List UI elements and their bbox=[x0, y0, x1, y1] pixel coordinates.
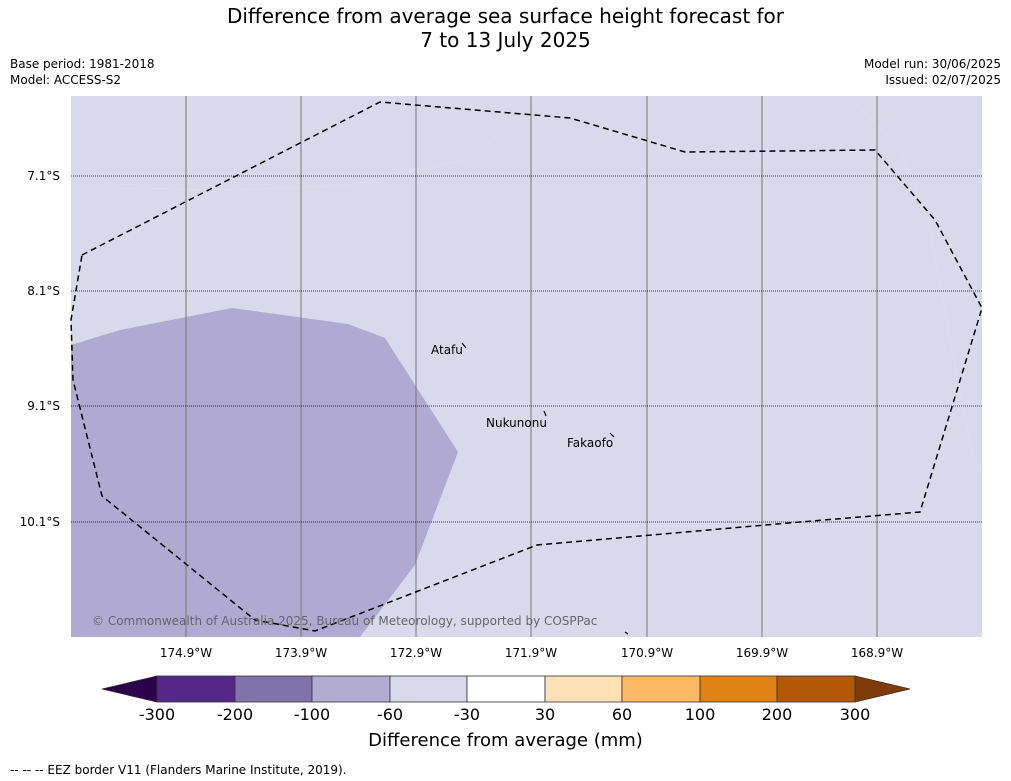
colorbar-high-arrow bbox=[854, 675, 911, 703]
lon-label-6: 169.9°W bbox=[735, 646, 789, 660]
place-atafu: Atafu bbox=[431, 343, 463, 357]
colorbar-tick-7: 60 bbox=[611, 705, 633, 724]
colorbar-bin-4 bbox=[389, 675, 468, 703]
colorbar-tick-3: -100 bbox=[293, 705, 331, 724]
colorbar-bin-2 bbox=[234, 675, 313, 703]
lat-label-1: 7.1°S bbox=[27, 169, 60, 183]
colorbar-bin-3 bbox=[311, 675, 391, 703]
lon-label-5: 170.9°W bbox=[620, 646, 674, 660]
map-title-line1: Difference from average sea surface heig… bbox=[226, 4, 785, 28]
colorbar-bin-1 bbox=[156, 675, 236, 703]
lon-label-4: 171.9°W bbox=[504, 646, 558, 660]
island-marks bbox=[461, 342, 629, 635]
meta-left: Base period: 1981-2018 Model: ACCESS-S2 bbox=[10, 56, 155, 88]
meta-right: Model run: 30/06/2025 Issued: 02/07/2025 bbox=[864, 56, 1001, 88]
lat-label-3: 9.1°S bbox=[27, 399, 60, 413]
anomaly-fill bbox=[71, 96, 982, 637]
eez-legend-footer: -- -- -- EEZ border V11 (Flanders Marine… bbox=[10, 763, 347, 777]
lat-label-2: 8.1°S bbox=[27, 284, 60, 298]
base-period: Base period: 1981-2018 bbox=[10, 57, 155, 71]
colorbar-tick-10: 300 bbox=[839, 705, 871, 724]
map-title-line2: 7 to 13 July 2025 bbox=[420, 28, 591, 52]
colorbar bbox=[101, 675, 911, 703]
colorbar-tick-4: -60 bbox=[376, 705, 404, 724]
colorbar-bin-8 bbox=[699, 675, 778, 703]
lat-label-4: 10.1°S bbox=[19, 515, 60, 529]
copyright-notice: © Commonwealth of Australia 2025, Bureau… bbox=[92, 614, 598, 628]
anomaly-light-region bbox=[71, 96, 982, 637]
eez-border bbox=[70, 101, 983, 632]
lon-label-3: 172.9°W bbox=[389, 646, 443, 660]
colorbar-bin-9 bbox=[776, 675, 856, 703]
map-title: Difference from average sea surface heig… bbox=[0, 4, 1011, 52]
issued-date: Issued: 02/07/2025 bbox=[885, 73, 1001, 87]
anomaly-medium-region bbox=[71, 308, 458, 637]
model-name: Model: ACCESS-S2 bbox=[10, 73, 122, 87]
colorbar-tick-8: 100 bbox=[684, 705, 716, 724]
place-nukunonu: Nukunonu bbox=[486, 416, 547, 430]
colorbar-bin-5 bbox=[466, 675, 546, 703]
lon-label-7: 168.9°W bbox=[850, 646, 904, 660]
lon-label-1: 174.9°W bbox=[159, 646, 213, 660]
colorbar-tick-2: -200 bbox=[216, 705, 254, 724]
colorbar-tick-9: 200 bbox=[761, 705, 793, 724]
model-run: Model run: 30/06/2025 bbox=[863, 57, 1001, 71]
colorbar-low-arrow bbox=[101, 675, 158, 703]
colorbar-title: Difference from average (mm) bbox=[368, 730, 643, 751]
place-fakaofo: Fakaofo bbox=[567, 436, 614, 450]
colorbar-bin-7 bbox=[621, 675, 701, 703]
colorbar-bin-6 bbox=[544, 675, 623, 703]
lon-label-2: 173.9°W bbox=[274, 646, 328, 660]
colorbar-tick-1: -300 bbox=[138, 705, 176, 724]
colorbar-tick-6: 30 bbox=[534, 705, 556, 724]
colorbar-tick-5: -30 bbox=[453, 705, 481, 724]
